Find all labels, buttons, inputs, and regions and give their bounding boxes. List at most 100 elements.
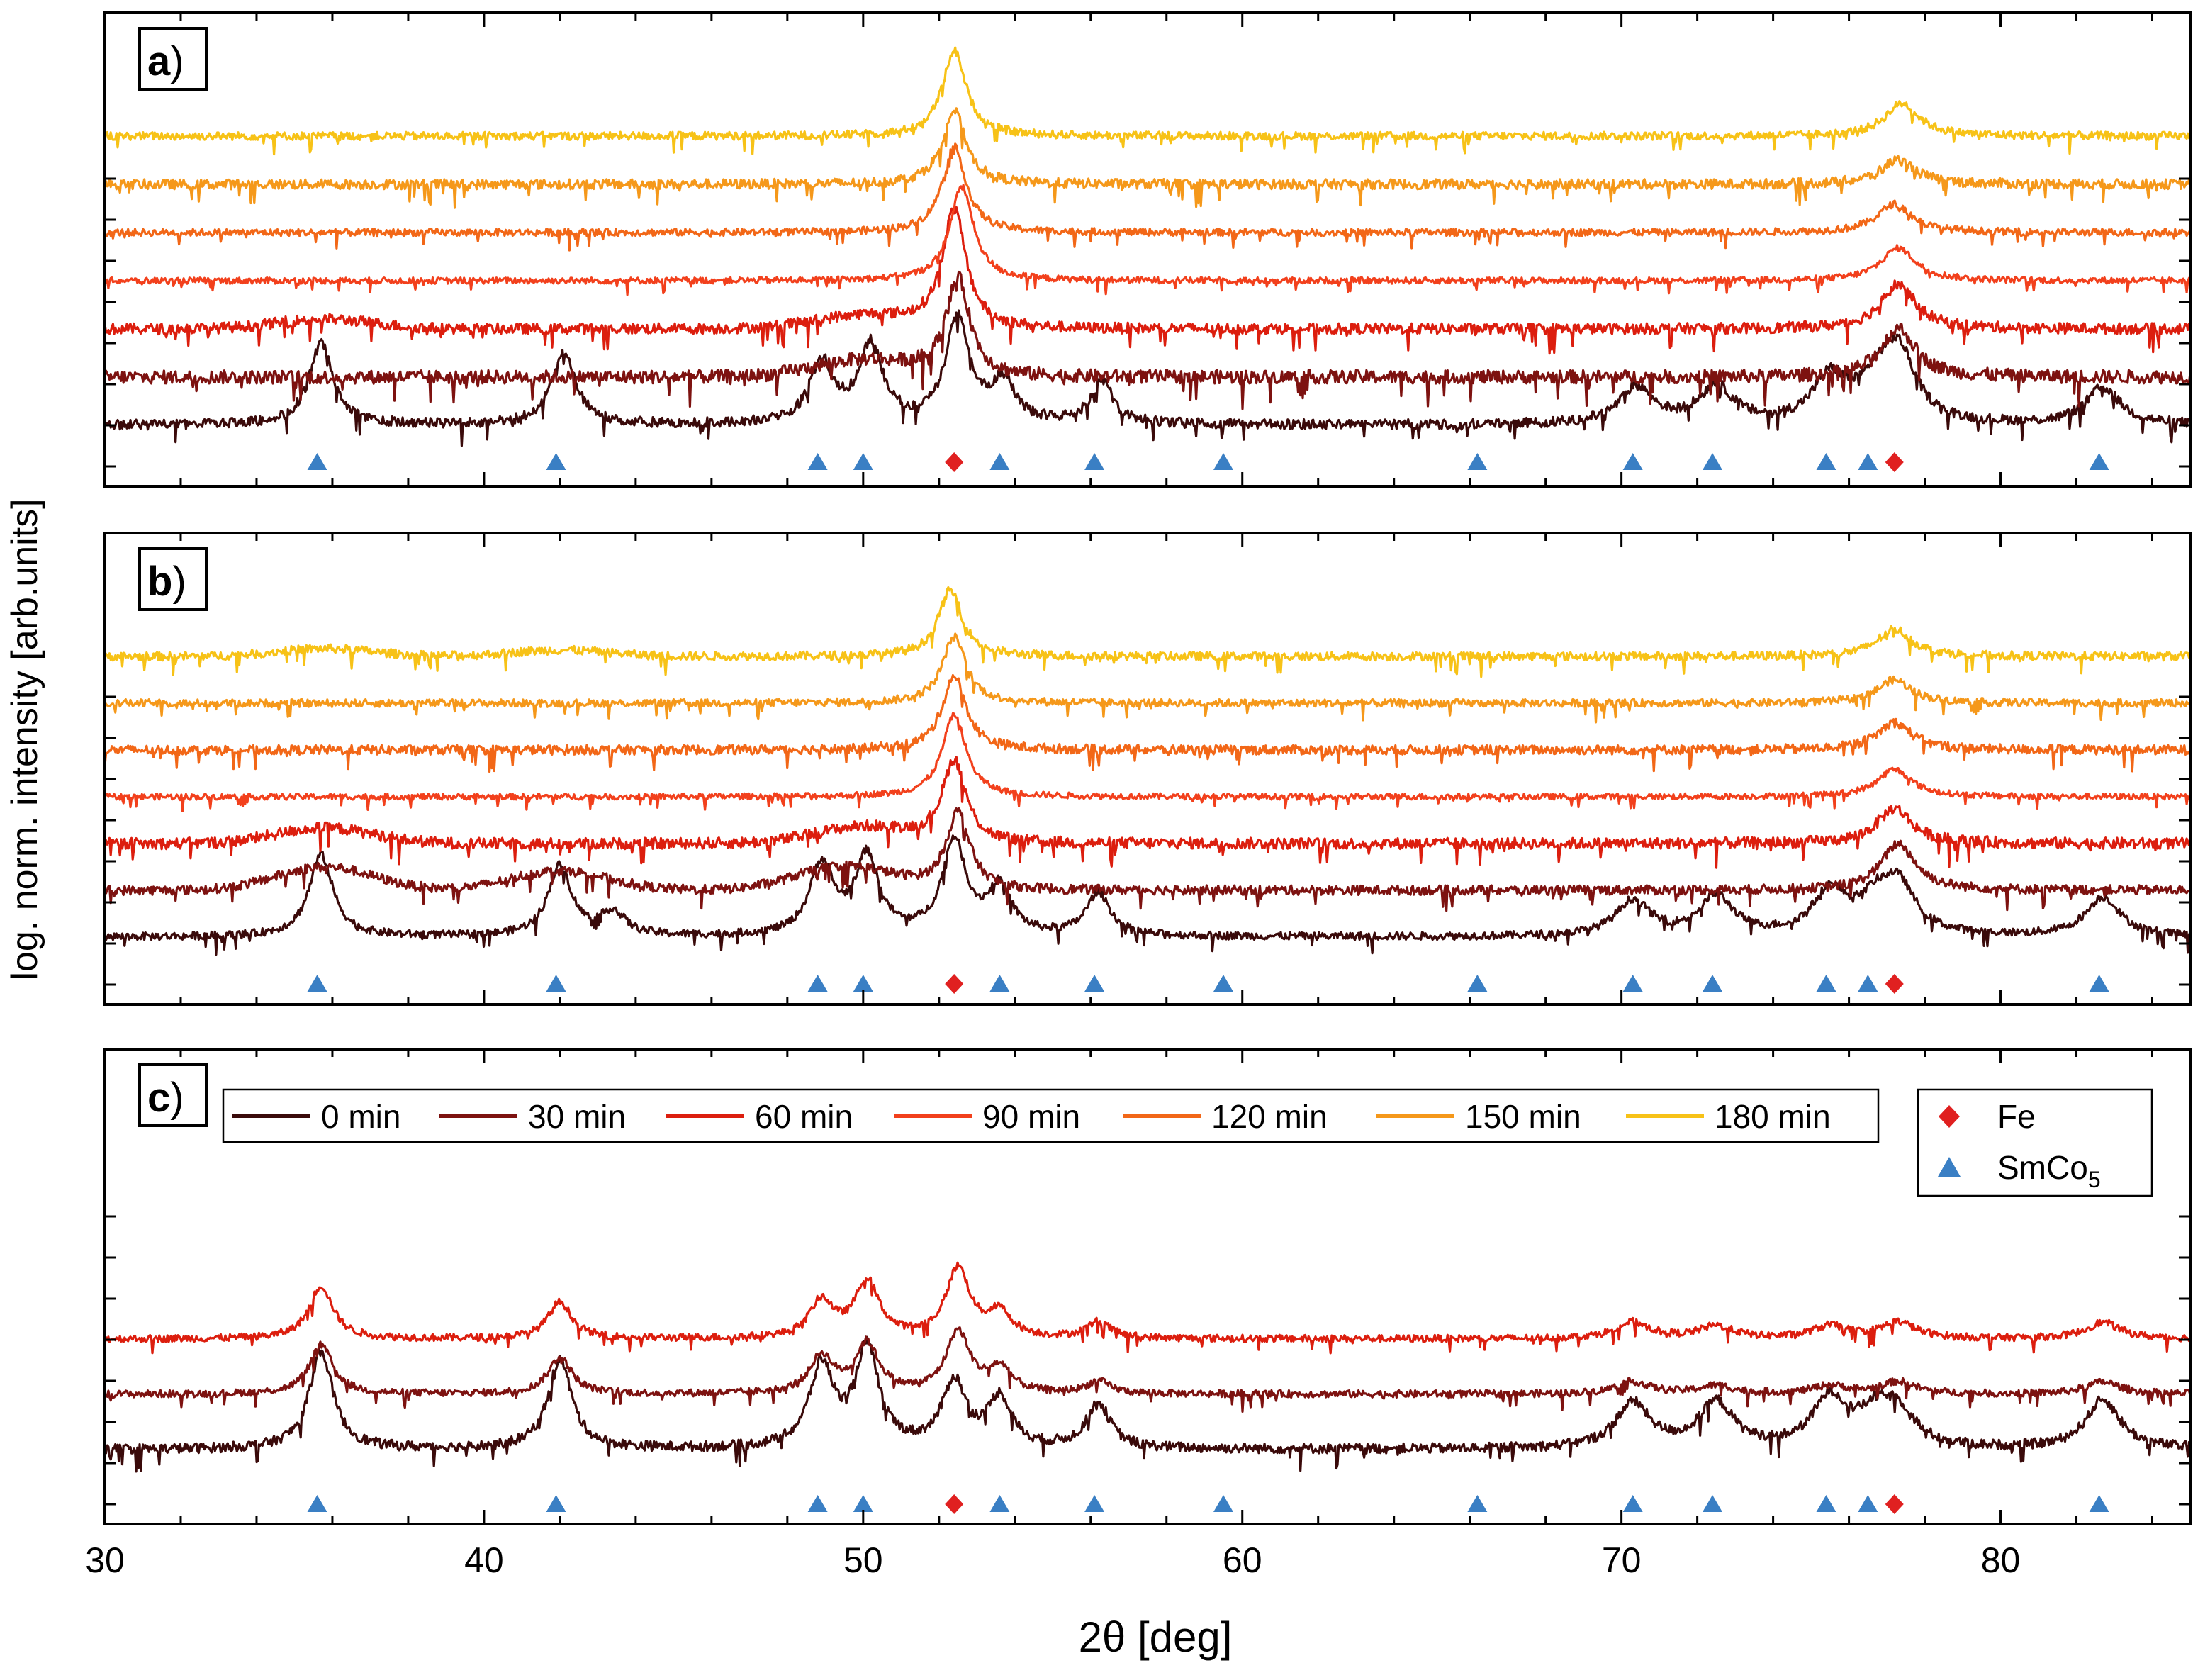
trace-c-30-min (105, 1326, 2190, 1413)
legend-label-180-min: 180 min (1715, 1098, 1831, 1135)
marker-legend: Fe SmCo5 (1917, 1088, 2153, 1197)
legend-label-0-min: 0 min (321, 1098, 400, 1135)
smco5-marker (1084, 1495, 1105, 1512)
panel-a-frame (103, 11, 2192, 488)
trace-b-60-min (105, 756, 2190, 869)
smco5-marker (307, 975, 327, 992)
smco5-marker (1816, 1495, 1836, 1512)
smco5-marker (853, 975, 873, 992)
x-tick-label: 30 (85, 1540, 125, 1580)
trace-b-180-min (105, 586, 2190, 678)
fe-marker (1885, 974, 1904, 994)
smco5-marker (989, 1495, 1010, 1512)
panel-label-letter: c (147, 1075, 170, 1121)
marker-legend-box (1917, 1088, 2153, 1197)
legend-marker-label-Fe: Fe (1997, 1098, 2036, 1135)
fe-marker (945, 452, 964, 472)
smco5-marker (1816, 975, 1836, 992)
panel-a-traces (105, 46, 2190, 447)
panel-a-reference-markers (307, 452, 2109, 472)
series-legend: 0 min 30 min 60 min 90 min 120 min 150 min 180… (222, 1088, 1880, 1143)
x-tick-label: 80 (1981, 1540, 2021, 1580)
smco5-marker (2089, 975, 2109, 992)
panel-c-frame (103, 1048, 2192, 1525)
panel-label-box (138, 547, 208, 611)
x-tick-label: 40 (464, 1540, 504, 1580)
panel-label-letter: a (147, 38, 171, 84)
panel-b-label: b) (138, 547, 208, 611)
panel-c-reference-markers (307, 1494, 2109, 1514)
smco5-marker (989, 975, 1010, 992)
smco5-marker (807, 1495, 828, 1512)
smco5-marker (1703, 453, 1723, 470)
panel-a-label: a) (138, 27, 208, 91)
fe-marker (1885, 452, 1904, 472)
legend-smco5-marker (1938, 1157, 1961, 1177)
trace-c-0-min (105, 1335, 2190, 1473)
panel-label-text: c) (147, 1075, 184, 1121)
trace-b-150-min (105, 632, 2190, 724)
panel-label-text: b) (147, 559, 186, 605)
smco5-marker (1858, 975, 1878, 992)
fe-marker (945, 1494, 964, 1514)
panel-label-letter: b (147, 559, 172, 605)
trace-b-120-min (105, 673, 2190, 773)
legend-label-90-min: 90 min (982, 1098, 1080, 1135)
smco5-marker (853, 1495, 873, 1512)
x-tick-label: 60 (1223, 1540, 1262, 1580)
trace-a-0-min (105, 309, 2190, 447)
trace-a-60-min (105, 206, 2190, 355)
smco5-marker (546, 1495, 566, 1512)
smco5-marker (1703, 1495, 1723, 1512)
x-tick-label: 70 (1602, 1540, 1642, 1580)
smco5-marker (1703, 975, 1723, 992)
x-tick-labels: 30 40 50 60 70 80 (85, 1540, 2020, 1580)
legend-label-60-min: 60 min (755, 1098, 853, 1135)
smco5-marker (1467, 975, 1488, 992)
smco5-marker (1213, 975, 1233, 992)
fe-marker (945, 974, 964, 994)
trace-b-90-min (105, 712, 2190, 812)
panel-label-paren: ) (170, 1075, 184, 1121)
smco5-marker (2089, 1495, 2109, 1512)
legend-label-30-min: 30 min (528, 1098, 626, 1135)
smco5-marker (546, 975, 566, 992)
panel-label-paren: ) (170, 38, 184, 84)
panel-b-traces (105, 586, 2190, 956)
panel-label-box (138, 1063, 208, 1127)
smco5-marker (307, 453, 327, 470)
smco5-marker (307, 1495, 327, 1512)
trace-b-30-min (105, 807, 2190, 912)
smco5-marker (1213, 453, 1233, 470)
smco5-marker (807, 975, 828, 992)
legend-label-120-min: 120 min (1211, 1098, 1328, 1135)
smco5-marker (807, 453, 828, 470)
trace-a-30-min (105, 270, 2190, 410)
panel-label-text: a) (147, 38, 184, 84)
smco5-marker (1467, 1495, 1488, 1512)
smco5-marker (1816, 453, 1836, 470)
smco5-marker (1467, 453, 1488, 470)
smco5-marker (1858, 1495, 1878, 1512)
panel-c-traces (105, 1261, 2190, 1473)
fe-marker (1885, 1494, 1904, 1514)
panel-c-label: c) (138, 1063, 208, 1127)
smco5-marker (989, 453, 1010, 470)
x-axis-label: 2θ [deg] (1079, 1613, 1233, 1661)
panel-label-box (138, 27, 208, 91)
smco5-marker (1622, 1495, 1643, 1512)
trace-c-60-min (105, 1261, 2190, 1355)
trace-a-90-min (105, 184, 2190, 296)
trace-b-0-min (105, 834, 2190, 956)
panel-b-frame (103, 532, 2192, 1006)
legend-marker-label-SmCo5: SmCo5 (1997, 1149, 2101, 1192)
panel-b-reference-markers (307, 974, 2109, 994)
smco5-marker (853, 453, 873, 470)
y-axis-label: log. norm. intensity [arb.units] (4, 498, 45, 980)
trace-a-180-min (105, 46, 2190, 156)
smco5-marker (1858, 453, 1878, 470)
legend-label-150-min: 150 min (1465, 1098, 1581, 1135)
smco5-marker (1213, 1495, 1233, 1512)
smco5-marker (1084, 975, 1105, 992)
trace-a-150-min (105, 107, 2190, 209)
